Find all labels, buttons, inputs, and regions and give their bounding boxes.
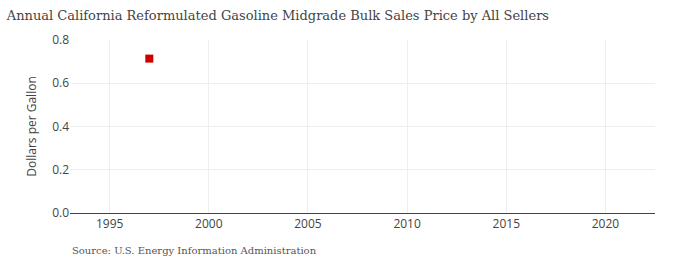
svg-text:0.6: 0.6 (52, 74, 69, 91)
svg-text:2020: 2020 (592, 215, 620, 232)
svg-text:2000: 2000 (195, 215, 223, 232)
svg-text:0.2: 0.2 (52, 161, 69, 178)
svg-text:2010: 2010 (393, 215, 421, 232)
svg-text:2015: 2015 (493, 215, 521, 232)
svg-text:Source: U.S. Energy Informatio: Source: U.S. Energy Information Administ… (72, 245, 317, 256)
svg-text:0.8: 0.8 (52, 31, 69, 48)
svg-text:Dollars per Gallon: Dollars per Gallon (23, 76, 40, 177)
svg-text:0.4: 0.4 (52, 118, 69, 135)
svg-text:2005: 2005 (294, 215, 322, 232)
svg-text:1995: 1995 (96, 215, 124, 232)
svg-text:0.0: 0.0 (52, 204, 69, 221)
svg-text:Annual California Reformulated: Annual California Reformulated Gasoline … (6, 8, 549, 23)
